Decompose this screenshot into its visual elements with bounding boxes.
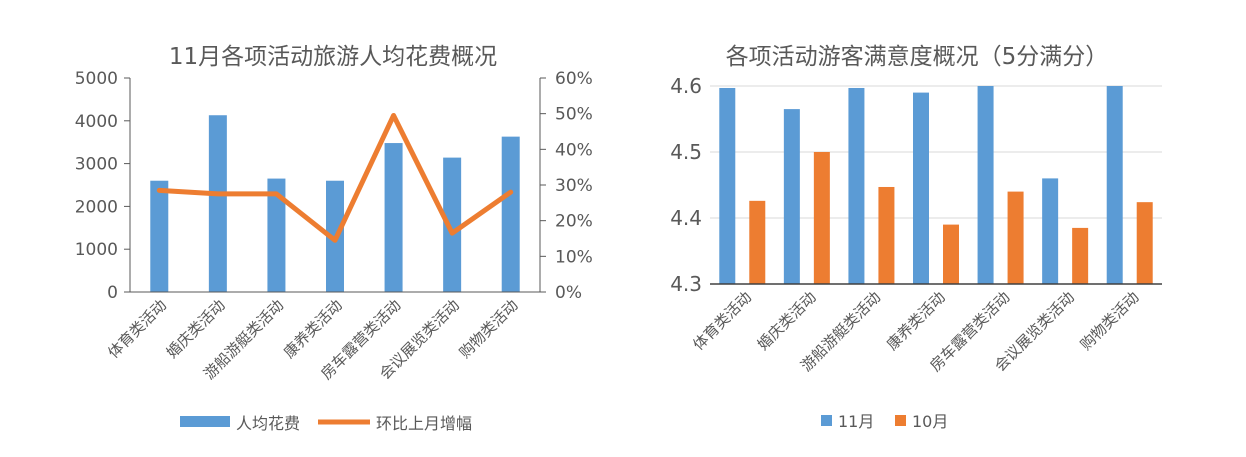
legend-label-oct: 10月 xyxy=(912,412,948,431)
left-category-label: 体育类活动 xyxy=(104,296,170,362)
right-ytick-label: 4.6 xyxy=(670,74,702,98)
bar-oct xyxy=(878,186,895,284)
bar-nov xyxy=(1106,86,1123,284)
left-bars xyxy=(150,115,520,293)
left-category-label: 购物类活动 xyxy=(456,296,522,362)
bar-oct xyxy=(749,200,766,284)
bar-oct xyxy=(813,152,830,284)
left-ytick-label: 1000 xyxy=(75,240,118,260)
right-category-label: 购物类活动 xyxy=(1077,288,1143,354)
bar-nov xyxy=(719,87,736,284)
left-chart: 11月各项活动旅游人均花费概况 0 1000 2000 3000 4000 5000 0%… xyxy=(75,44,593,433)
right-category-label: 体育类活动 xyxy=(689,288,755,354)
bar-oct xyxy=(943,224,959,284)
right-chart: 各项活动游客满意度概况（5分满分） 4.3 4.4 4.5 4.6 体育类活动婚庆类活… xyxy=(670,44,1162,431)
bar-oct xyxy=(1007,191,1024,284)
right-legend: 11月 10月 xyxy=(821,412,948,431)
legend-label-growth: 环比上月增幅 xyxy=(376,414,472,433)
left-y2tick-label: 0% xyxy=(555,283,582,303)
left-y2tick-label: 20% xyxy=(555,212,593,232)
bar-nov xyxy=(848,87,865,284)
right-ytick-label: 4.3 xyxy=(670,272,702,296)
bar-nov xyxy=(913,92,929,284)
bar-oct xyxy=(1072,227,1089,284)
left-y2tick-label: 40% xyxy=(555,140,593,160)
left-ytick-label: 5000 xyxy=(75,69,118,89)
left-chart-title: 11月各项活动旅游人均花费概况 xyxy=(169,44,497,70)
bar-nov xyxy=(1042,178,1059,284)
bar-spend xyxy=(443,157,462,292)
left-y-axis-ticks: 0 1000 2000 3000 4000 5000 xyxy=(75,69,130,303)
right-category-label: 婚庆类活动 xyxy=(754,288,820,354)
left-legend: 人均花费 环比上月增幅 xyxy=(180,414,472,433)
right-category-label: 康养类活动 xyxy=(883,288,949,354)
left-ytick-label: 4000 xyxy=(75,112,118,132)
left-category-labels: 体育类活动婚庆类活动游船游艇类活动康养类活动房车露营类活动会议展览类活动购物类活… xyxy=(104,296,521,383)
right-ytick-label: 4.4 xyxy=(670,206,702,230)
left-ytick-label: 2000 xyxy=(75,197,118,217)
bar-nov xyxy=(783,109,800,284)
left-y2tick-label: 60% xyxy=(555,69,593,89)
legend-label-spend: 人均花费 xyxy=(236,414,300,433)
bar-spend xyxy=(501,136,520,292)
right-gridlines xyxy=(710,85,1162,219)
bar-spend xyxy=(150,180,169,292)
right-category-labels: 体育类活动婚庆类活动游船游艇类活动康养类活动房车露营类活动会议展览类活动购物类活… xyxy=(689,288,1142,375)
legend-swatch-oct xyxy=(895,415,906,426)
legend-label-nov: 11月 xyxy=(838,412,874,431)
bar-oct xyxy=(1136,202,1153,284)
right-bars xyxy=(719,86,1153,284)
legend-swatch-nov xyxy=(821,415,832,426)
right-ytick-label: 4.5 xyxy=(670,140,702,164)
bar-spend xyxy=(267,178,286,292)
bar-spend xyxy=(384,143,403,292)
bar-spend xyxy=(208,115,227,293)
series-line-growth xyxy=(156,112,514,243)
left-y2tick-label: 10% xyxy=(555,247,593,267)
legend-swatch-spend xyxy=(180,416,230,427)
right-y-axis-ticks: 4.3 4.4 4.5 4.6 xyxy=(670,74,702,296)
left-ytick-label: 3000 xyxy=(75,155,118,175)
left-y2-axis-ticks: 0% 10% 20% 30% 40% 50% 60% xyxy=(540,69,593,303)
right-chart-title: 各项活动游客满意度概况（5分满分） xyxy=(726,44,1109,70)
left-y2tick-label: 50% xyxy=(555,105,593,125)
left-y2tick-label: 30% xyxy=(555,176,593,196)
bar-nov xyxy=(977,86,994,284)
left-ytick-label: 0 xyxy=(107,283,118,303)
